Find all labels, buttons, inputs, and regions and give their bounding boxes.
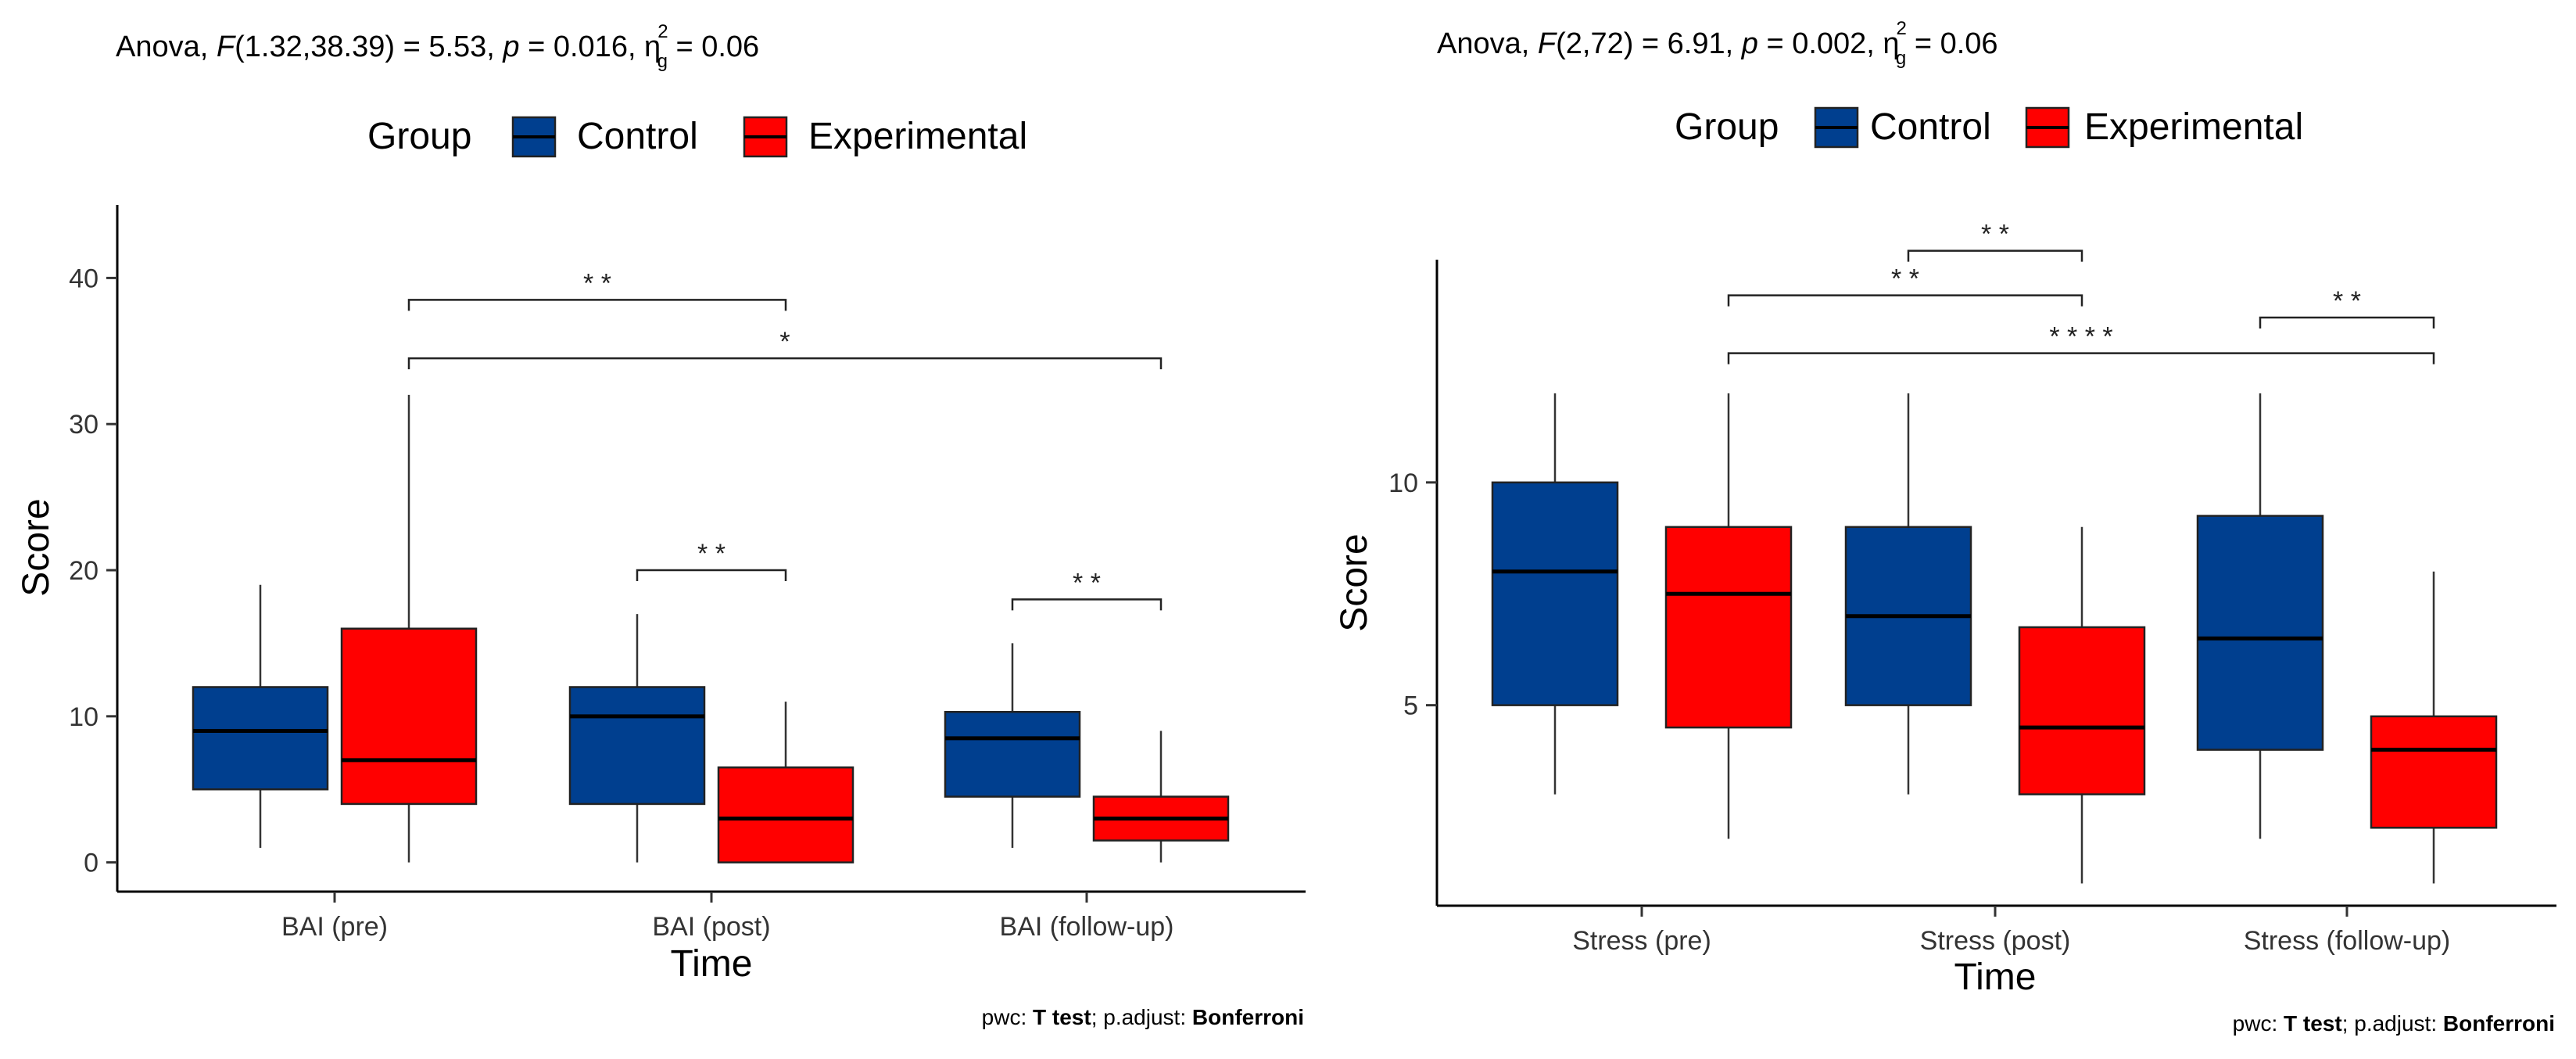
bai-box-experimental-2 <box>1092 731 1230 863</box>
stress-anova-subtitle: Anova, F(2,72) = 6.91, p = 0.002, η2 g = … <box>1437 18 1998 69</box>
bracket-line <box>2259 316 2435 329</box>
bai-legend-key-control <box>511 116 557 158</box>
stress-box-experimental-1 <box>2018 526 2146 884</box>
bracket-line <box>1727 294 2083 307</box>
significance-label: * <box>779 327 790 357</box>
stress-legend-label-control: Control <box>1870 106 1991 148</box>
iqr-box <box>1491 481 1619 706</box>
iqr-box <box>192 686 329 791</box>
bai-legend-key-experimental <box>743 116 788 158</box>
bai-legend: Group Control Experimental <box>367 116 1027 158</box>
bai-legend-title: Group <box>367 116 471 157</box>
stress-legend-label-experimental: Experimental <box>2084 106 2303 148</box>
significance-label: * * <box>697 539 726 569</box>
stress-y-tick-label: 5 <box>1403 691 1418 721</box>
bai-panel: Anova, F(1.32,38.39) = 5.53, p = 0.016, … <box>16 21 1306 1029</box>
bai-caption: pwc: T test; p.adjust: Bonferroni <box>982 1005 1304 1029</box>
stress-y-axis-title: Score <box>1334 533 1375 631</box>
stress-significance-bracket: * * * * <box>1727 322 2435 364</box>
iqr-box <box>340 627 478 806</box>
bai-significance-bracket: * <box>407 327 1163 370</box>
bracket-line <box>1011 598 1163 611</box>
bai-x-tick-label: BAI (post) <box>652 912 770 942</box>
bai-significance: * * * * * * * <box>407 268 1163 611</box>
significance-label: * * <box>1981 220 2009 249</box>
stress-legend-title: Group <box>1675 106 1779 148</box>
bai-box-control-1 <box>568 614 706 863</box>
stress-y-ticks: 5 10 <box>1388 468 1437 721</box>
bai-box-control-0 <box>192 584 329 848</box>
stress-x-ticks: Stress (pre) Stress (post) Stress (follow-… <box>1572 906 2450 956</box>
stress-caption: pwc: T test; p.adjust: Bonferroni <box>2233 1011 2555 1036</box>
stress-box-experimental-0 <box>1664 393 1793 839</box>
bai-x-ticks: BAI (pre) BAI (post) BAI (follow-up) <box>281 892 1174 942</box>
stress-box-control-0 <box>1491 393 1619 795</box>
significance-label: * * <box>2333 286 2361 316</box>
significance-label: * * <box>1891 264 1919 294</box>
iqr-box <box>717 766 854 863</box>
stress-panel: Anova, F(2,72) = 6.91, p = 0.002, η2 g = … <box>1334 18 2556 1036</box>
significance-label: * * * * <box>2049 322 2112 352</box>
stress-boxplots <box>1491 393 2498 884</box>
stress-x-axis-title: Time <box>1954 957 2037 998</box>
bai-y-tick-label: 0 <box>84 849 99 878</box>
bai-x-axis-title: Time <box>671 943 753 985</box>
iqr-box <box>568 686 706 806</box>
bracket-line <box>1907 249 2083 262</box>
bracket-line <box>1727 352 2435 364</box>
stress-x-tick-label: Stress (pre) <box>1572 926 1711 956</box>
bai-box-experimental-1 <box>717 702 854 863</box>
stress-significance-bracket: * * <box>1907 220 2083 262</box>
bai-significance-bracket: * * <box>407 268 787 311</box>
significance-label: * * <box>583 268 611 298</box>
bai-y-axis-title: Score <box>16 498 57 596</box>
bai-x-tick-label: BAI (follow-up) <box>1000 912 1174 942</box>
stress-legend-key-control <box>1814 106 1859 149</box>
stress-box-control-1 <box>1844 393 1972 795</box>
bracket-line <box>636 569 787 582</box>
bai-x-tick-label: BAI (pre) <box>281 912 388 942</box>
bai-box-experimental-0 <box>340 394 478 863</box>
bai-y-tick-label: 30 <box>69 410 99 440</box>
stress-legend: Group Control Experimental <box>1675 106 2303 149</box>
stress-box-experimental-2 <box>2370 571 2498 884</box>
stress-significance-bracket: * * <box>2259 286 2435 329</box>
bai-significance-bracket: * * <box>1011 568 1163 611</box>
bai-y-tick-label: 40 <box>69 264 99 293</box>
significance-label: * * <box>1073 568 1101 598</box>
iqr-box <box>944 710 1081 798</box>
bai-legend-label-experimental: Experimental <box>808 116 1027 157</box>
stress-significance: * * * * * * * * * * <box>1727 220 2435 364</box>
iqr-box <box>1664 526 1793 729</box>
stress-y-tick-label: 10 <box>1388 468 1418 498</box>
bai-anova-subtitle: Anova, F(1.32,38.39) = 5.53, p = 0.016, … <box>116 21 759 72</box>
bracket-line <box>407 299 787 311</box>
stress-x-tick-label: Stress (post) <box>1920 926 2071 956</box>
bai-y-ticks: 0 10 20 30 40 <box>69 264 117 878</box>
stress-legend-key-experimental <box>2025 106 2070 149</box>
stress-box-control-2 <box>2196 393 2324 839</box>
iqr-box <box>2196 515 2324 751</box>
bai-boxplots <box>192 394 1230 863</box>
bai-y-tick-label: 10 <box>69 702 99 732</box>
iqr-box <box>2018 626 2146 795</box>
stress-significance-bracket: * * <box>1727 264 2083 307</box>
bai-significance-bracket: * * <box>636 539 787 582</box>
bai-box-control-2 <box>944 643 1081 848</box>
stress-x-tick-label: Stress (follow-up) <box>2244 926 2451 956</box>
bai-y-tick-label: 20 <box>69 556 99 586</box>
bracket-line <box>407 357 1163 370</box>
bai-legend-label-control: Control <box>577 116 698 157</box>
iqr-box <box>2370 715 2498 829</box>
